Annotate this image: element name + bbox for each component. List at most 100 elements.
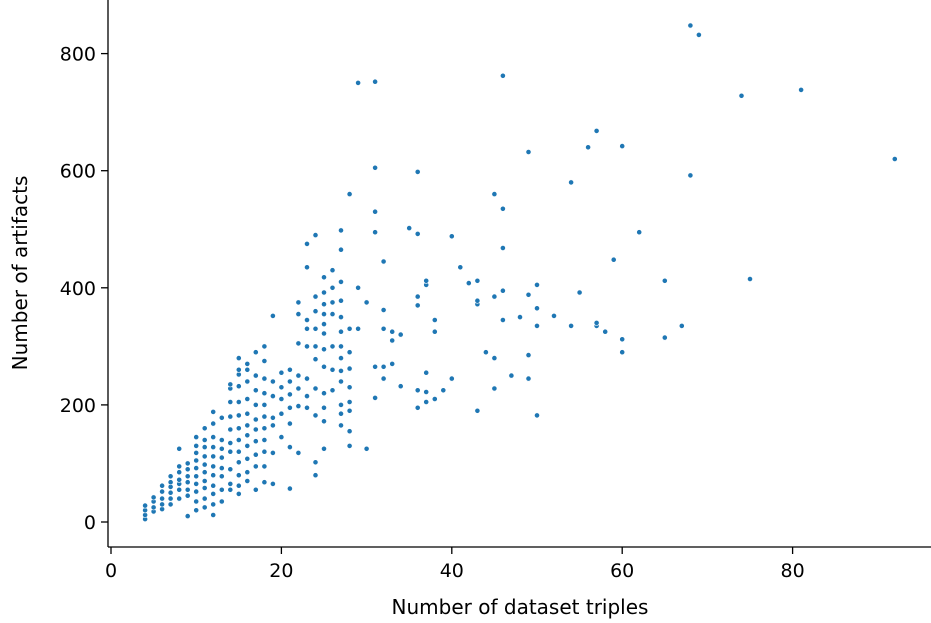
scatter-point (184, 513, 191, 519)
scatter-point (534, 412, 540, 419)
scatter-point (210, 490, 217, 497)
scatter-point (397, 383, 404, 390)
scatter-point (244, 360, 251, 367)
scatter-point (474, 297, 481, 304)
scatter-point (176, 463, 183, 470)
scatter-point (244, 478, 251, 484)
scatter-point (687, 172, 694, 179)
scatter-point (261, 425, 268, 432)
scatter-point (295, 385, 302, 392)
scatter-point (380, 375, 387, 382)
scatter-point (142, 502, 148, 509)
scatter-point (252, 463, 259, 470)
scatter-point (193, 473, 200, 480)
scatter-point (363, 445, 370, 452)
scatter-point (355, 325, 361, 332)
scatter-point (389, 337, 396, 344)
scatter-point (329, 387, 336, 394)
scatter-point (585, 144, 591, 151)
scatter-point (346, 442, 353, 449)
scatter-point (593, 127, 600, 134)
scatter-point (431, 317, 438, 323)
scatter-point (261, 390, 268, 397)
scatter-point (517, 314, 523, 320)
scatter-point (338, 343, 344, 350)
scatter-point (227, 466, 234, 473)
scatter-point (252, 416, 259, 423)
scatter-point (534, 322, 540, 329)
scatter-point (210, 420, 217, 427)
scatter-point (269, 480, 276, 487)
scatter-point (499, 245, 506, 251)
scatter-point (321, 346, 327, 353)
scatter-point (261, 375, 268, 382)
scatter-point (380, 307, 387, 313)
scatter-point (261, 413, 268, 420)
scatter-point (321, 404, 327, 411)
scatter-point (218, 445, 225, 452)
scatter-point (261, 479, 268, 486)
y-tick-label: 800 (60, 44, 96, 66)
scatter-point (304, 343, 310, 350)
scatter-point (380, 325, 387, 332)
scatter-point (338, 278, 344, 285)
scatter-point (304, 404, 310, 411)
scatter-point (193, 434, 200, 440)
scatter-point (159, 488, 165, 495)
scatter-point (210, 501, 217, 508)
scatter-point (321, 321, 327, 327)
scatter-point (525, 352, 532, 358)
scatter-point (593, 319, 600, 326)
scatter-point (193, 498, 200, 505)
y-tick-label: 0 (84, 512, 96, 534)
x-axis-ticks: 0 20 40 60 80 (105, 547, 805, 582)
scatter-point (423, 277, 430, 284)
y-tick-label: 200 (60, 395, 96, 417)
scatter-point (227, 413, 234, 420)
scatter-point (218, 473, 225, 480)
scatter-point (193, 488, 200, 495)
scatter-point (278, 369, 285, 376)
scatter-point (346, 428, 353, 435)
scatter-point (176, 476, 183, 483)
scatter-point (167, 489, 174, 496)
scatter-point (261, 358, 268, 364)
scatter-point (261, 437, 268, 443)
scatter-point (414, 387, 421, 394)
scatter-point (329, 343, 336, 350)
scatter-point (286, 366, 293, 373)
scatter-point (346, 349, 353, 356)
scatter-point (261, 448, 268, 455)
scatter-point (465, 280, 472, 286)
scatter-point (474, 277, 481, 284)
scatter-point (193, 465, 200, 471)
scatter-point (321, 445, 327, 452)
scatter-point (244, 432, 251, 439)
scatter-point (321, 274, 327, 281)
y-tick-label: 600 (60, 161, 96, 183)
scatter-point (235, 459, 242, 466)
scatter-point (568, 179, 574, 186)
scatter-point (210, 512, 217, 518)
scatter-point (201, 461, 208, 468)
scatter-point (312, 356, 319, 363)
scatter-point (210, 482, 217, 489)
scatter-point (235, 383, 242, 390)
scatter-point (431, 396, 438, 402)
scatter-point (244, 422, 251, 429)
scatter-point (286, 444, 293, 450)
scatter-point (431, 328, 438, 335)
scatter-point (167, 495, 174, 502)
scatter-point (244, 396, 251, 402)
scatter-point (167, 501, 174, 508)
scatter-point (210, 434, 217, 440)
scatter-point (380, 363, 387, 370)
scatter-point (338, 246, 344, 253)
scatter-point (218, 454, 225, 461)
scatter-point (414, 168, 421, 175)
scatter-point (193, 442, 200, 449)
scatter-point (150, 494, 157, 501)
scatter-point (261, 343, 268, 350)
scatter-point (252, 486, 259, 493)
scatter-point (329, 311, 336, 317)
